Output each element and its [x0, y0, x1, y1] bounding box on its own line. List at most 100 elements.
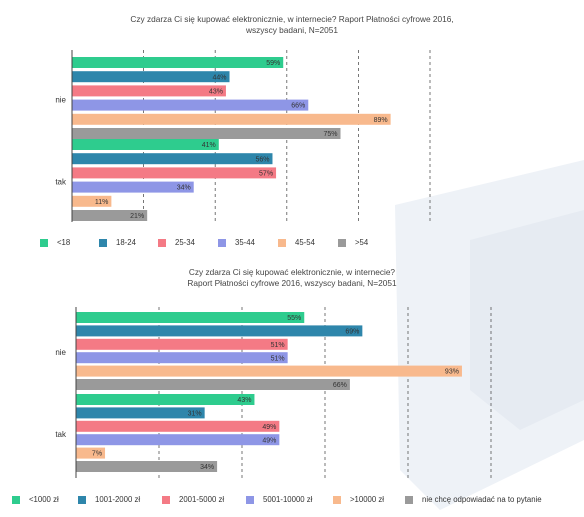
- data-label: 34%: [177, 185, 191, 192]
- data-label: 55%: [287, 315, 301, 322]
- legend-swatch: [218, 238, 226, 247]
- data-label: 66%: [291, 103, 305, 110]
- legend-item: >10000 zł: [333, 495, 384, 504]
- chart-title-line: Raport Płatności cyfrowe 2016, wszyscy b…: [187, 278, 397, 288]
- legend-swatch: [338, 238, 346, 247]
- legend-item: <1000 zł: [12, 495, 59, 504]
- legend-label: 25-34: [175, 238, 195, 247]
- data-label: 51%: [271, 355, 285, 362]
- legend-item: >54: [338, 238, 368, 247]
- legend-item: 5001-10000 zł: [246, 495, 312, 504]
- data-label: 43%: [237, 397, 251, 404]
- bar: [76, 461, 218, 472]
- legend-swatch: [333, 495, 341, 504]
- bar: [76, 447, 106, 459]
- legend-label: 5001-10000 zł: [263, 495, 313, 504]
- legend-swatch: [78, 495, 86, 504]
- legend-swatch: [40, 238, 48, 247]
- data-label: 7%: [92, 451, 102, 458]
- bar: [76, 352, 288, 364]
- bar: [72, 128, 341, 139]
- data-label: 93%: [445, 369, 459, 376]
- data-label: 49%: [262, 437, 276, 444]
- bar: [72, 153, 273, 165]
- chart-plot: 59% 44% 43% 66% 89% 75% nie 41% 56% 57% 34% 11% 21% t…: [55, 50, 431, 222]
- legend-swatch: [246, 495, 254, 504]
- bar: [76, 365, 462, 377]
- legend-item: 45-54: [278, 238, 315, 247]
- legend-label: 1001-2000 zł: [95, 495, 141, 504]
- bar: [72, 85, 226, 97]
- legend-swatch: [99, 238, 107, 247]
- data-label: 31%: [188, 411, 202, 418]
- legend-label: <18: [57, 238, 71, 247]
- bar: [76, 312, 305, 323]
- data-label: 11%: [95, 199, 109, 206]
- data-label: 49%: [262, 424, 276, 431]
- legend-label: nie chcę odpowiadać na to pytanie: [422, 495, 542, 504]
- data-label: 43%: [209, 89, 223, 96]
- legend-label: >54: [355, 238, 369, 247]
- legend-label: 35-44: [235, 238, 255, 247]
- data-label: 57%: [259, 171, 273, 178]
- data-label: 75%: [323, 131, 337, 138]
- legend-item: 35-44: [218, 238, 255, 247]
- bar: [72, 71, 230, 83]
- bar: [76, 407, 205, 419]
- legend-item: 1001-2000 zł: [78, 495, 140, 504]
- legend-swatch: [158, 238, 166, 247]
- bar: [72, 57, 284, 68]
- data-label: 59%: [266, 60, 280, 67]
- data-label: 21%: [130, 213, 144, 220]
- data-label: 89%: [374, 117, 388, 124]
- data-label: 66%: [333, 382, 347, 389]
- legend-item: 18-24: [99, 238, 136, 247]
- legend-label: <1000 zł: [29, 495, 59, 504]
- legend-swatch: [405, 495, 413, 504]
- chart-title: Czy zdarza Ci się kupować elektronicznie…: [0, 14, 584, 36]
- bar: [72, 139, 219, 150]
- chart-legend: <1000 zł 1001-2000 zł 2001-5000 zł 5001-100…: [0, 495, 584, 509]
- bar: [72, 181, 194, 193]
- bar: [76, 434, 280, 446]
- legend-swatch: [12, 495, 20, 504]
- data-label: 69%: [345, 329, 359, 336]
- category-label: tak: [55, 178, 67, 187]
- chart-age: Czy zdarza Ci się kupować elektronicznie…: [0, 14, 584, 252]
- data-label: 41%: [202, 142, 216, 149]
- bar: [76, 379, 350, 390]
- chart-title: Czy zdarza Ci się kupować elektronicznie…: [0, 267, 584, 289]
- bar: [76, 420, 280, 432]
- legend-label: 45-54: [295, 238, 315, 247]
- bar: [72, 99, 309, 111]
- chart-legend: <18 18-24 25-34 35-44 45-54 >54: [0, 238, 584, 252]
- bar: [72, 210, 148, 221]
- legend-label: 18-24: [116, 238, 136, 247]
- chart-plot: 55% 69% 51% 51% 93% 66% nie 43% 31% 49% 49% 7% 34% ta…: [55, 307, 492, 478]
- data-label: 34%: [200, 464, 214, 471]
- legend-swatch: [278, 238, 286, 247]
- bar: [76, 394, 255, 405]
- legend-item: 2001-5000 zł: [162, 495, 224, 504]
- bar: [72, 113, 391, 125]
- legend-label: >10000 zł: [350, 495, 385, 504]
- bar: [76, 325, 363, 337]
- data-label: 44%: [213, 74, 227, 81]
- chart-title-line: Czy zdarza Ci się kupować elektronicznie…: [130, 14, 454, 24]
- legend-label: 2001-5000 zł: [179, 495, 225, 504]
- legend-swatch: [162, 495, 170, 504]
- chart-income: Czy zdarza Ci się kupować elektronicznie…: [0, 262, 584, 517]
- category-label: tak: [55, 430, 67, 439]
- bar: [72, 167, 277, 179]
- category-label: nie: [55, 348, 66, 357]
- data-label: 56%: [255, 156, 269, 163]
- legend-item: 25-34: [158, 238, 195, 247]
- chart-title-line: Czy zdarza Ci się kupować elektronicznie…: [188, 267, 396, 277]
- bar: [76, 338, 288, 350]
- legend-item: <18: [40, 238, 70, 247]
- legend-item: nie chcę odpowiadać na to pytanie: [405, 495, 542, 504]
- data-label: 51%: [271, 342, 285, 349]
- category-label: nie: [55, 96, 66, 105]
- bar: [72, 195, 112, 207]
